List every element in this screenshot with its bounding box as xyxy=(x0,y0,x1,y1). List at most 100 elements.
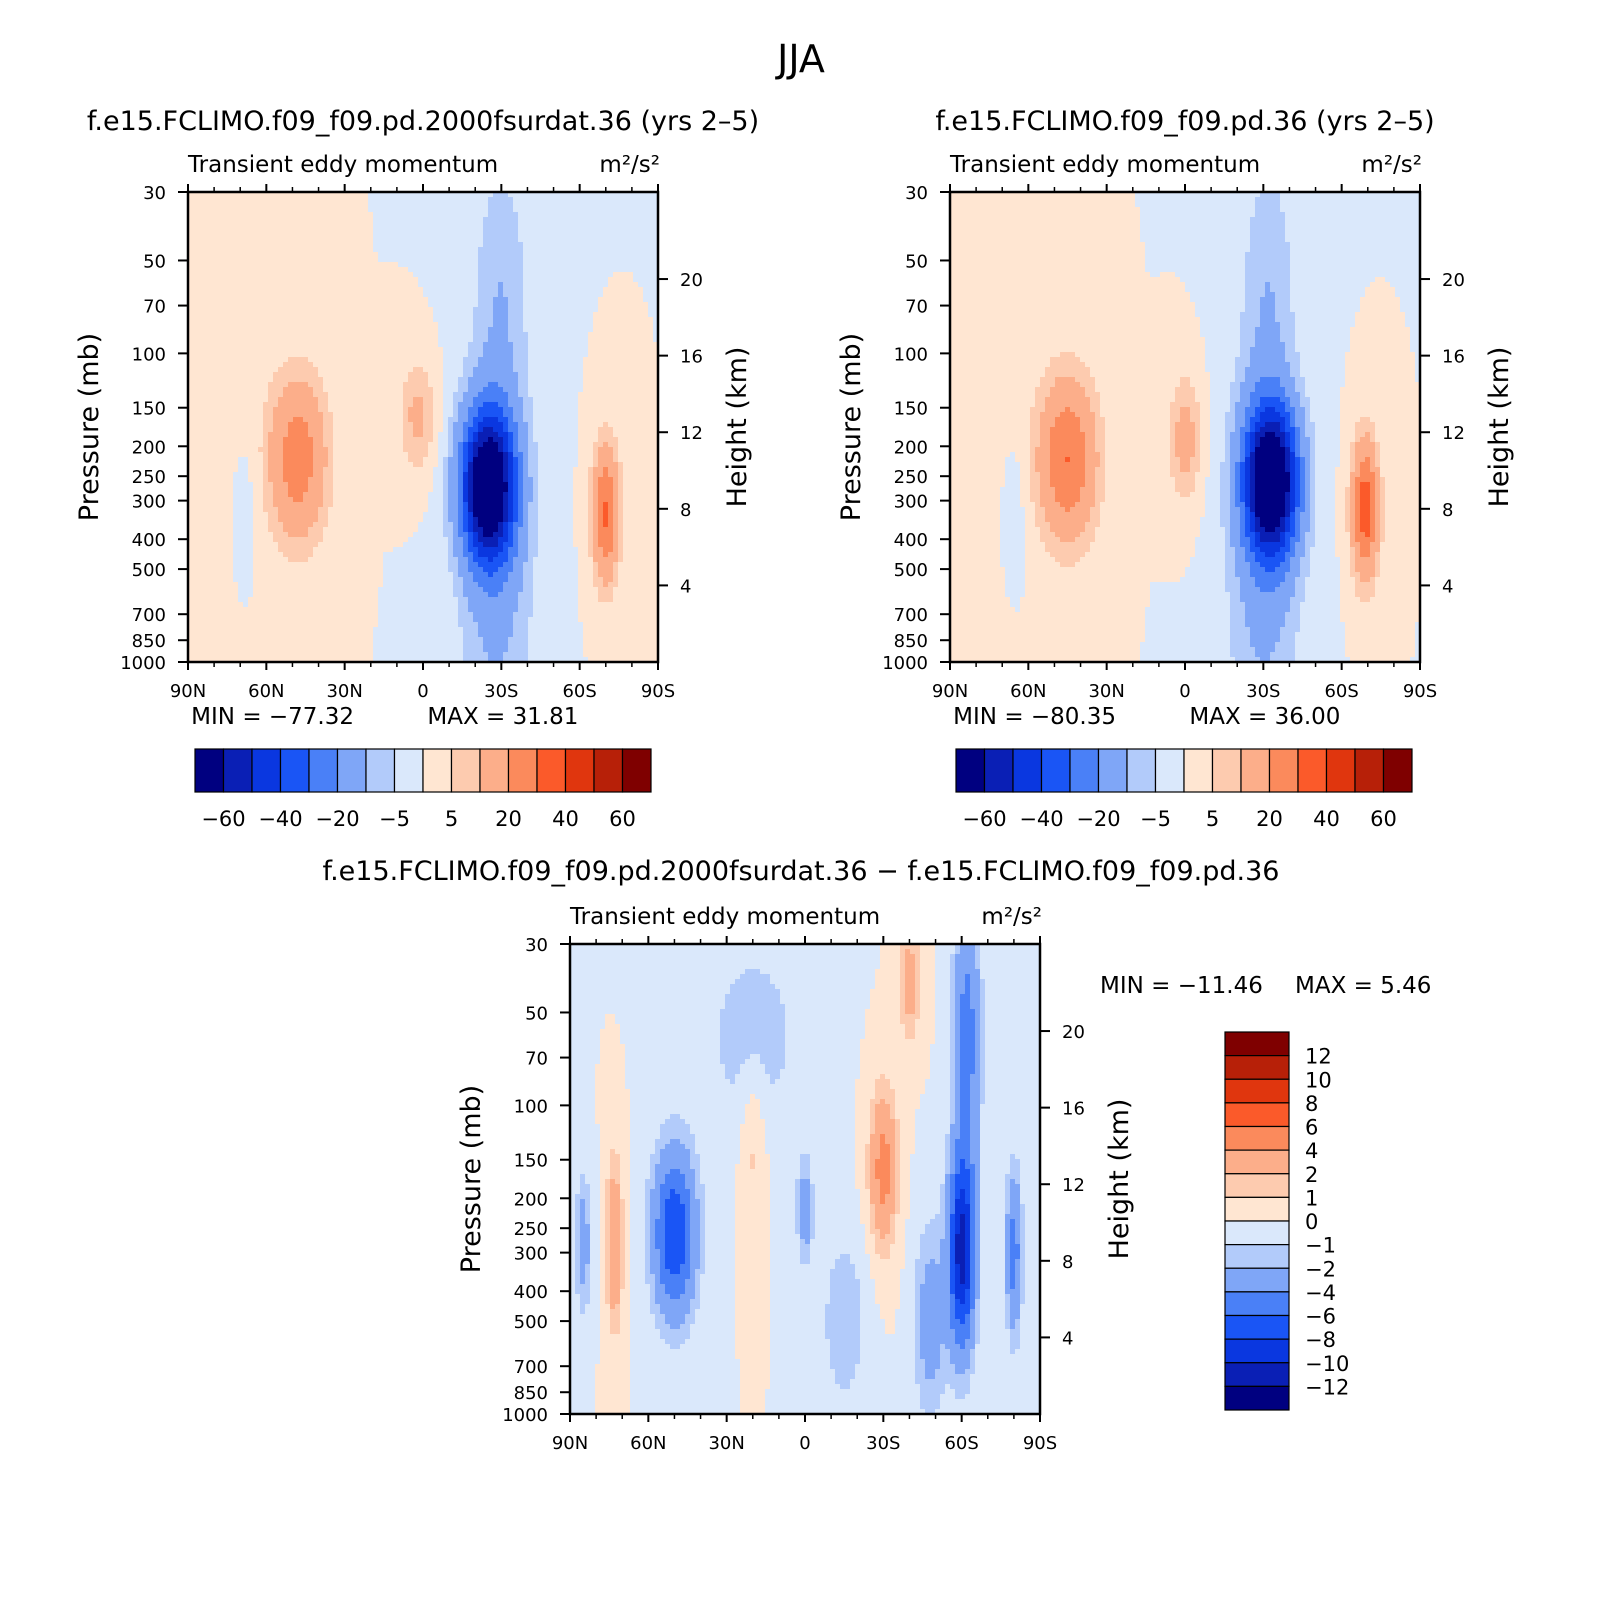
contour-cell xyxy=(213,387,219,393)
contour-cell xyxy=(253,277,259,283)
contour-cell xyxy=(278,427,284,433)
contour-cell xyxy=(603,197,609,203)
contour-cell xyxy=(413,297,419,303)
contour-cell xyxy=(483,437,489,443)
contour-cell xyxy=(603,437,609,443)
contour-cell xyxy=(563,332,569,338)
contour-cell xyxy=(208,217,214,223)
contour-cell xyxy=(423,402,429,408)
contour-cell xyxy=(508,322,514,328)
contour-cell xyxy=(488,367,494,373)
contour-cell xyxy=(223,347,229,353)
contour-cell xyxy=(193,247,199,253)
contour-cell xyxy=(213,457,219,463)
contour-cell xyxy=(358,372,364,378)
contour-cell xyxy=(618,412,624,418)
contour-cell xyxy=(523,407,529,413)
contour-cell xyxy=(508,312,514,318)
contour-cell xyxy=(488,412,494,418)
contour-cell xyxy=(358,362,364,368)
contour-cell xyxy=(393,257,399,263)
contour-cell xyxy=(333,287,339,293)
contour-cell xyxy=(273,192,279,198)
contour-cell xyxy=(533,257,539,263)
contour-cell xyxy=(378,287,384,293)
contour-cell xyxy=(483,367,489,373)
contour-cell xyxy=(603,342,609,348)
contour-cell xyxy=(218,382,224,388)
contour-cell xyxy=(293,337,299,343)
contour-cell xyxy=(353,242,359,248)
contour-cell xyxy=(203,317,209,323)
contour-cell xyxy=(578,267,584,273)
contour-cell xyxy=(303,422,309,428)
contour-cell xyxy=(428,422,434,428)
contour-cell xyxy=(263,417,269,423)
contour-cell xyxy=(268,367,274,373)
contour-cell xyxy=(263,362,269,368)
contour-cell xyxy=(203,387,209,393)
contour-cell xyxy=(348,322,354,328)
contour-cell xyxy=(328,272,334,278)
contour-cell xyxy=(628,302,634,308)
contour-cell xyxy=(523,282,529,288)
contour-cell xyxy=(603,287,609,293)
contour-cell xyxy=(333,242,339,248)
contour-cell xyxy=(318,197,324,203)
contour-cell xyxy=(268,287,274,293)
contour-cell xyxy=(573,337,579,343)
contour-cell xyxy=(428,432,434,438)
contour-cell xyxy=(263,307,269,313)
contour-cell xyxy=(478,222,484,228)
contour-cell xyxy=(468,232,474,238)
contour-cell xyxy=(318,447,324,453)
contour-cell xyxy=(518,412,524,418)
contour-cell xyxy=(323,437,329,443)
contour-cell xyxy=(503,402,509,408)
contour-cell xyxy=(578,322,584,328)
contour-cell xyxy=(398,372,404,378)
contour-cell xyxy=(433,332,439,338)
contour-cell xyxy=(578,397,584,403)
contour-cell xyxy=(323,442,329,448)
contour-cell xyxy=(593,337,599,343)
contour-cell xyxy=(263,342,269,348)
contour-cell xyxy=(528,292,534,298)
contour-cell xyxy=(353,402,359,408)
contour-cell xyxy=(248,357,254,363)
contour-cell xyxy=(553,292,559,298)
contour-cell xyxy=(298,387,304,393)
contour-cell xyxy=(263,212,269,218)
contour-cell xyxy=(598,452,604,458)
contour-cell xyxy=(278,397,284,403)
contour-cell xyxy=(223,307,229,313)
contour-cell xyxy=(508,282,514,288)
contour-cell xyxy=(243,407,249,413)
contour-cell xyxy=(448,232,454,238)
contour-cell xyxy=(543,382,549,388)
contour-cell xyxy=(633,407,639,413)
contour-cell xyxy=(343,372,349,378)
contour-cell xyxy=(483,302,489,308)
contour-cell xyxy=(648,407,654,413)
contour-cell xyxy=(593,362,599,368)
contour-cell xyxy=(243,292,249,298)
contour-cell xyxy=(393,377,399,383)
contour-cell xyxy=(348,447,354,453)
contour-cell xyxy=(593,322,599,328)
contour-cell xyxy=(648,432,654,438)
contour-cell xyxy=(273,207,279,213)
contour-cell xyxy=(573,287,579,293)
contour-cell xyxy=(283,212,289,218)
contour-cell xyxy=(438,247,444,253)
contour-cell xyxy=(398,447,404,453)
contour-cell xyxy=(198,322,204,328)
contour-cell xyxy=(608,237,614,243)
contour-cell xyxy=(613,417,619,423)
contour-cell xyxy=(188,227,194,233)
contour-cell xyxy=(243,382,249,388)
contour-cell xyxy=(553,222,559,228)
contour-cell xyxy=(208,417,214,423)
contour-cell xyxy=(573,232,579,238)
contour-cell xyxy=(403,222,409,228)
